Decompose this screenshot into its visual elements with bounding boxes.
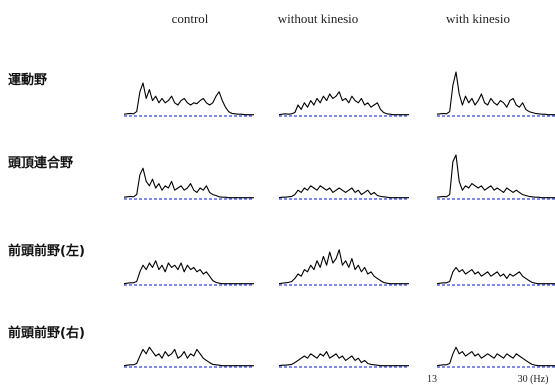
spectrum-trace-r3-c2 [278, 249, 409, 285]
x-tick-13: 13 [427, 374, 437, 385]
spectrum-trace-r3-c3 [436, 266, 555, 285]
spectrum-trace-r1-c1 [123, 82, 254, 116]
spectrum-trace-r3-c1 [123, 260, 254, 285]
x-tick-30-hz: 30 (Hz) [518, 374, 549, 385]
spectrum-trace-r4-c3 [436, 346, 555, 367]
row-label-prefrontal-right: 前頭前野(右) [8, 325, 85, 341]
column-label-without-kinesio: without kinesio [278, 11, 359, 26]
spectrum-trace-r2-c1 [123, 167, 254, 199]
column-label-with-kinesio: with kinesio [446, 11, 510, 26]
spectrum-trace-r4-c2 [278, 351, 409, 367]
panel-grid [123, 71, 555, 368]
spectrum-trace-r2-c2 [278, 185, 409, 199]
column-label-control: control [172, 11, 209, 26]
spectrum-trace-r2-c3 [436, 154, 555, 199]
row-label-parietal-association-cortex: 頭頂連合野 [8, 155, 73, 171]
spectrum-trace-r1-c2 [278, 91, 409, 116]
row-label-motor-cortex: 運動野 [8, 72, 47, 88]
spectrum-trace-r1-c3 [436, 71, 555, 116]
spectrum-trace-r4-c1 [123, 346, 254, 367]
row-label-prefrontal-left: 前頭前野(左) [8, 243, 85, 259]
